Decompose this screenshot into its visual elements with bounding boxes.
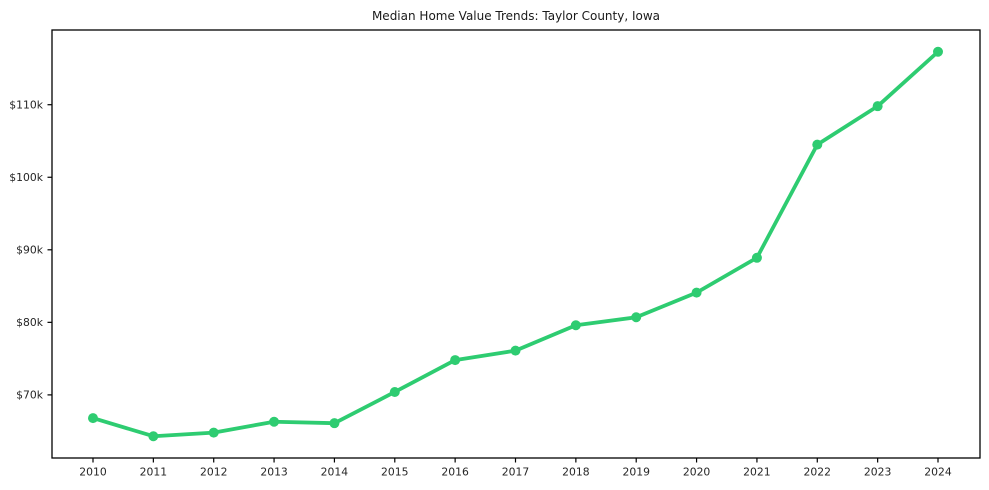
plot-frame	[51, 29, 981, 459]
y-axis: $70k $80k $90k $100k $110k	[9, 98, 52, 402]
data-point-2017	[510, 345, 521, 356]
data-point-2014	[329, 418, 340, 429]
x-tick-label: 2017	[502, 466, 529, 479]
y-tick-label: $80k	[16, 316, 44, 329]
x-tick-label: 2021	[743, 466, 770, 479]
y-tick-label: $90k	[16, 244, 44, 257]
data-point-2013	[269, 416, 280, 427]
x-axis: 2010 2011 2012 2013 2014 2015 2016 2017 2018 2019…	[79, 458, 952, 479]
x-tick-label: 2016	[441, 466, 469, 479]
x-tick-label: 2015	[381, 466, 408, 479]
x-tick-label: 2018	[562, 466, 590, 479]
data-point-2015	[389, 386, 400, 397]
data-point-2022	[812, 139, 823, 150]
data-point-2019	[631, 312, 642, 323]
x-tick-label: 2010	[79, 466, 107, 479]
data-point-2012	[208, 427, 219, 438]
y-tick-label: $110k	[9, 98, 43, 111]
x-tick-label: 2024	[924, 466, 952, 479]
x-tick-label: 2011	[140, 466, 167, 479]
data-point-2021	[751, 252, 762, 263]
x-tick-label: 2020	[683, 466, 711, 479]
x-tick-label: 2014	[321, 466, 349, 479]
x-tick-label: 2022	[804, 466, 831, 479]
x-tick-label: 2013	[260, 466, 287, 479]
data-point-2023	[872, 101, 883, 112]
chart-title: Median Home Value Trends: Taylor County,…	[372, 9, 660, 23]
x-tick-label: 2012	[200, 466, 227, 479]
y-tick-label: $70k	[16, 389, 44, 402]
data-point-2018	[570, 320, 581, 331]
axes-border	[51, 29, 981, 459]
data-point-2020	[691, 287, 702, 298]
series-line	[91, 49, 940, 439]
x-tick-label: 2023	[864, 466, 891, 479]
data-point-2010	[88, 413, 98, 424]
data-point-2024	[933, 46, 943, 57]
y-tick-label: $100k	[9, 171, 43, 184]
data-point-2016	[450, 355, 461, 366]
data-point-2011	[148, 431, 159, 442]
x-tick-label: 2019	[622, 466, 650, 479]
series-group	[88, 46, 943, 442]
